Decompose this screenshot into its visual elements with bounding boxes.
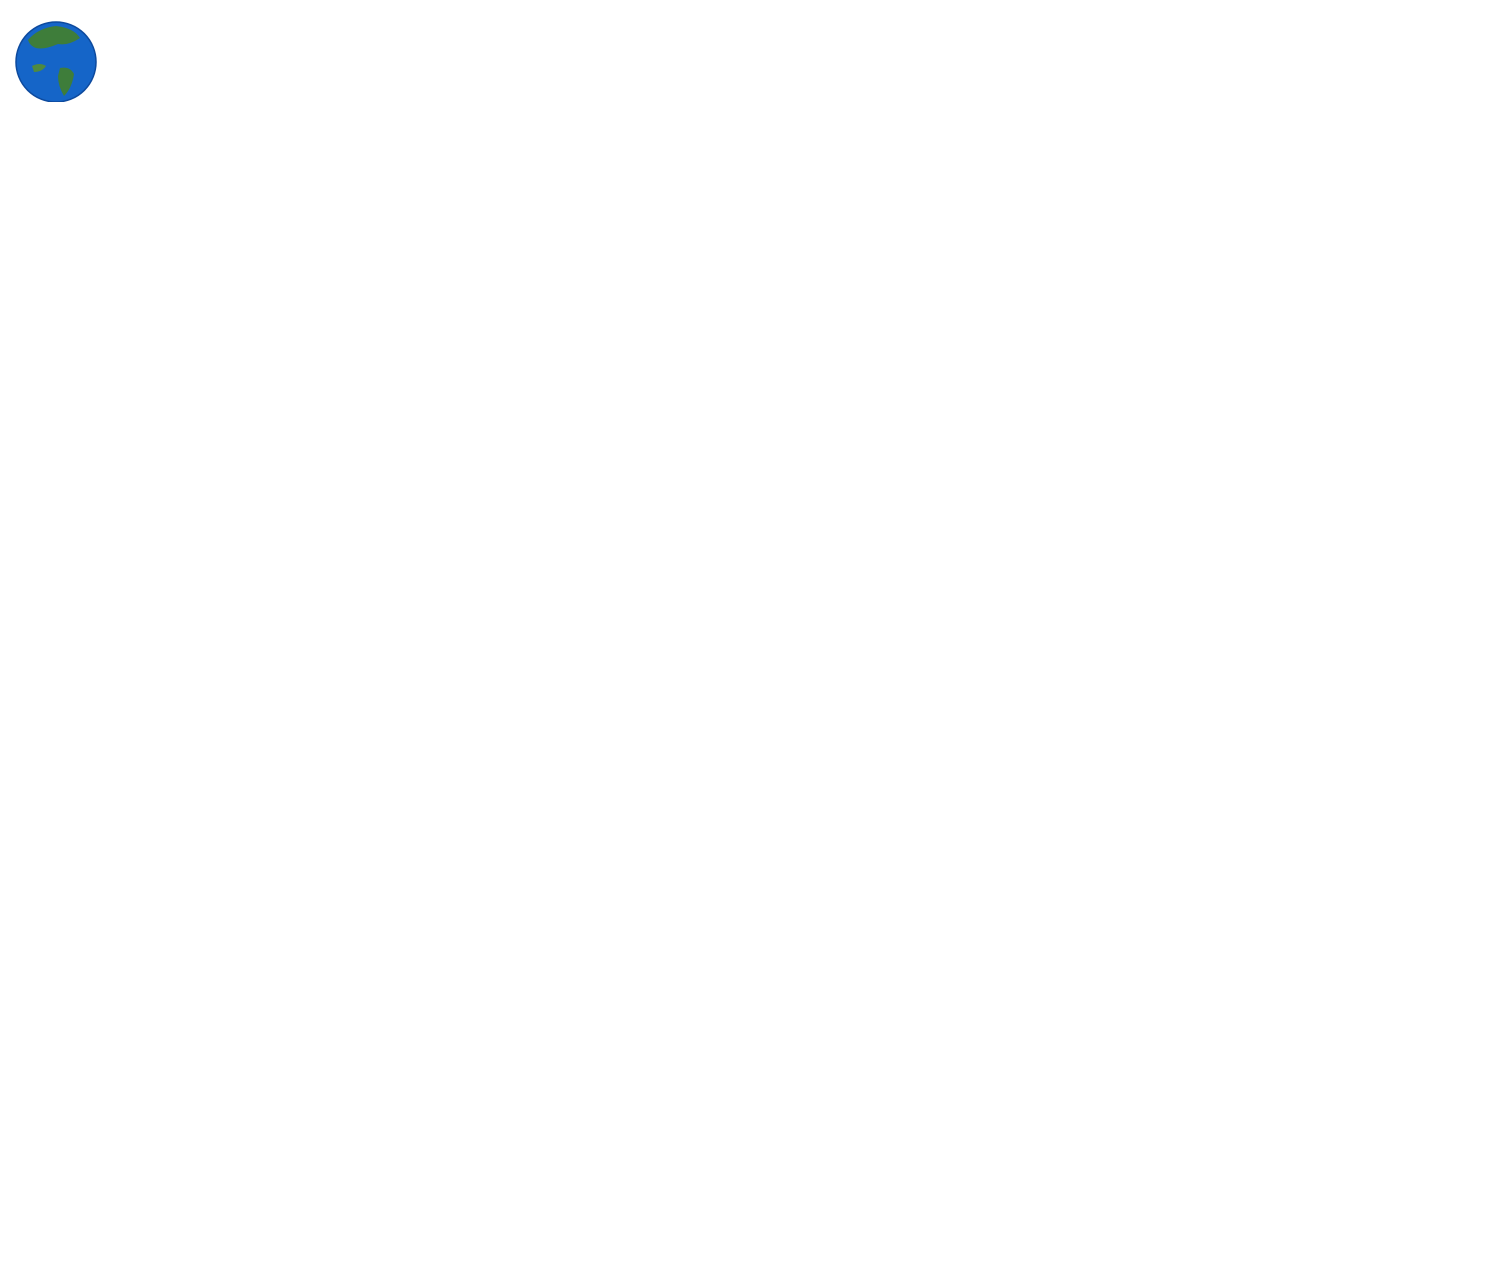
colorbar-label-wrap [1432, 125, 1482, 1234]
logo-land-south [58, 67, 74, 96]
logo-land-west [32, 64, 46, 72]
logo-land-north [28, 26, 80, 49]
coaps-logo [15, 21, 97, 102]
